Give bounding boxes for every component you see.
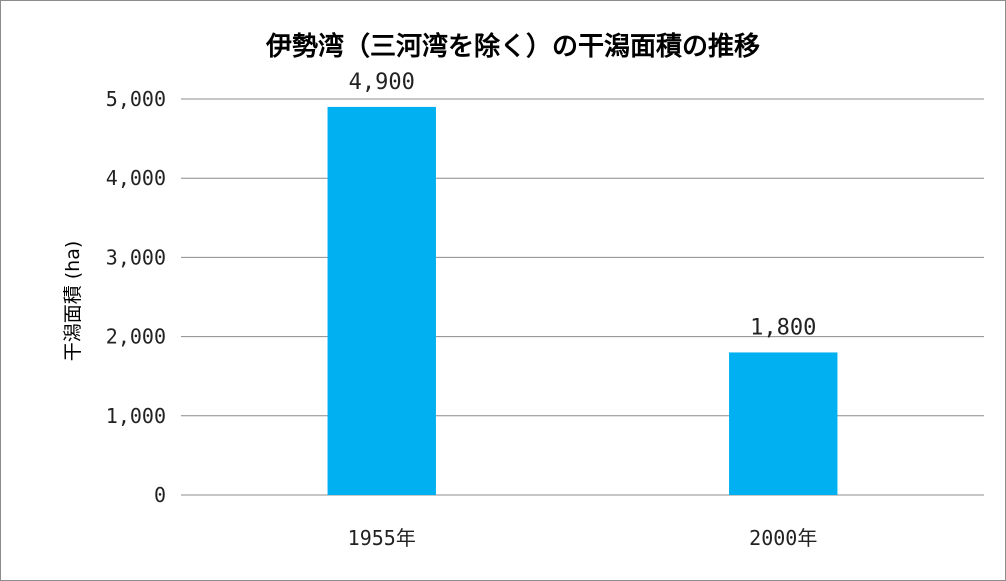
- y-tick-label: 5,000: [106, 87, 166, 111]
- y-tick-label: 1,000: [106, 404, 166, 428]
- x-axis-ticks: 1955年 2000年: [348, 526, 818, 550]
- x-tick-label: 1955年: [348, 526, 416, 550]
- bar: [729, 352, 838, 495]
- y-axis-ticks: 0 1,000 2,000 3,000 4,000 5,000: [106, 87, 166, 507]
- y-tick-label: 4,000: [106, 166, 166, 190]
- data-labels: 4,900 1,800: [349, 70, 817, 341]
- data-label: 1,800: [750, 315, 816, 340]
- gridlines: [181, 98, 984, 496]
- chart-title: 伊勢湾（三河湾を除く）の干潟面積の推移: [265, 31, 760, 62]
- bar: [327, 106, 436, 496]
- y-tick-label: 2,000: [106, 325, 166, 349]
- y-tick-label: 0: [154, 483, 166, 507]
- y-tick-label: 3,000: [106, 245, 166, 269]
- data-label: 4,900: [349, 70, 415, 95]
- x-tick-label: 2000年: [749, 526, 817, 550]
- y-axis-label: 干潟面積 (ha): [62, 241, 84, 362]
- bars: [327, 106, 838, 496]
